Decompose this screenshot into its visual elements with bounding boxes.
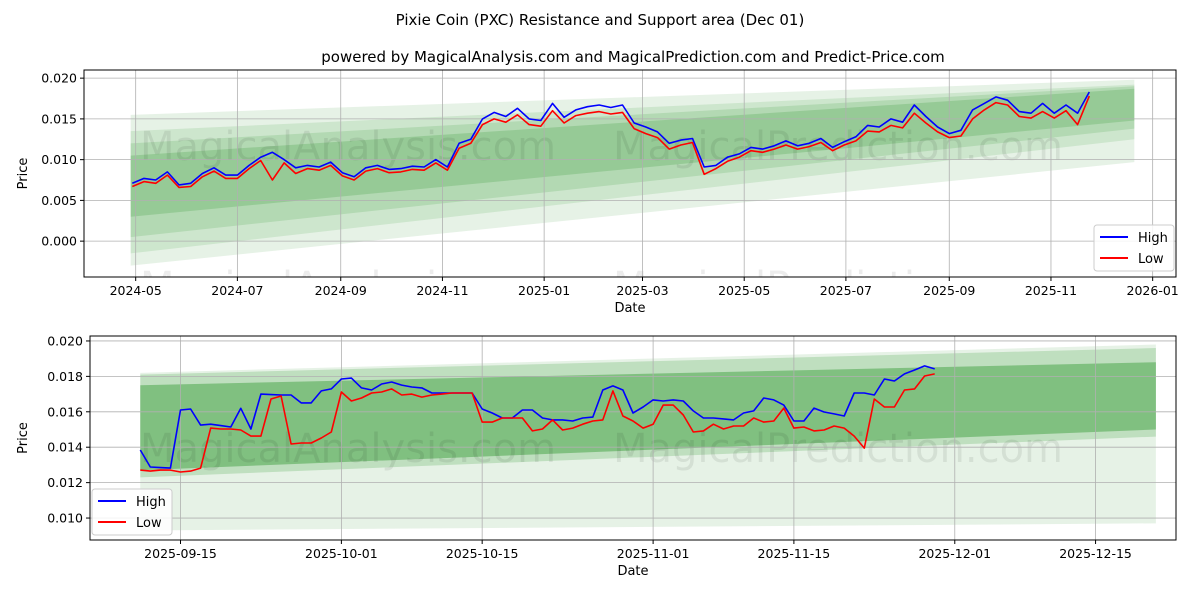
- watermark: MagicalAnalysis.com: [140, 264, 556, 310]
- x-tick-label: 2025-09: [923, 283, 975, 298]
- watermark: MagicalPrediction.com: [613, 264, 1063, 310]
- bottom-chart: MagicalAnalysis.com MagicalPrediction.com…: [16, 333, 1177, 579]
- x-tick-label: 2025-11-15: [758, 546, 831, 561]
- x-tick-label: 2025-12-01: [918, 546, 991, 561]
- y-axis-label: Price: [16, 422, 31, 454]
- x-tick-label: 2025-05: [718, 283, 770, 298]
- x-tick-label: 2025-11-01: [617, 546, 690, 561]
- y-tick-label: 0.016: [47, 404, 83, 419]
- series-line-low: [140, 373, 935, 473]
- x-tick-label: 2024-09: [315, 283, 367, 298]
- series-line-high: [139, 365, 935, 469]
- legend-label: Low: [1138, 252, 1164, 267]
- x-tick-label: 2024-05: [110, 283, 162, 298]
- x-tick-label: 2024-11: [416, 283, 468, 298]
- support-resistance-band: [130, 88, 1135, 217]
- y-tick-label: 0.015: [41, 111, 77, 126]
- y-tick-label: 0.000: [41, 234, 77, 249]
- x-tick-label: 2025-03: [616, 283, 668, 298]
- y-axis-label: Price: [16, 158, 31, 190]
- y-tick-label: 0.018: [47, 369, 83, 384]
- x-tick-label: 2025-12-15: [1059, 546, 1132, 561]
- x-tick-label: 2025-01: [518, 283, 570, 298]
- support-resistance-band: [130, 79, 1135, 266]
- axes-frame: [83, 69, 1177, 278]
- axes-frame: [89, 335, 1177, 541]
- watermark: MagicalAnalysis.com: [140, 124, 556, 170]
- legend: High Low: [1093, 224, 1175, 272]
- series-line-low: [131, 95, 1091, 189]
- watermark: MagicalPrediction.com: [613, 426, 1063, 472]
- support-resistance-band: [140, 362, 1156, 471]
- legend-label: Low: [136, 516, 162, 531]
- legend-label: High: [1138, 231, 1168, 246]
- chart-title: Pixie Coin (PXC) Resistance and Support …: [396, 11, 805, 29]
- watermark: MagicalPrediction.com: [613, 124, 1063, 170]
- x-axis-label: Date: [617, 564, 648, 579]
- y-tick-label: 0.020: [47, 333, 83, 348]
- x-tick-label: 2025-09-15: [144, 546, 217, 561]
- x-tick-label: 2024-07: [211, 283, 263, 298]
- watermark: MagicalAnalysis.com: [140, 426, 556, 472]
- legend-label: High: [136, 495, 166, 510]
- y-tick-label: 0.010: [41, 152, 77, 167]
- y-tick-label: 0.005: [41, 193, 77, 208]
- y-tick-label: 0.014: [47, 440, 83, 455]
- x-tick-label: 2025-10-15: [446, 546, 519, 561]
- plot-area: MagicalAnalysis.com MagicalPrediction.com: [90, 336, 1176, 540]
- chart-subtitle: powered by MagicalAnalysis.com and Magic…: [321, 48, 945, 66]
- x-tick-label: 2025-11: [1025, 283, 1077, 298]
- legend: High Low: [91, 488, 173, 536]
- x-axis-label: Date: [614, 301, 645, 316]
- support-resistance-band: [130, 84, 1135, 254]
- plot-area: MagicalAnalysis.com MagicalPrediction.com…: [84, 70, 1176, 310]
- y-tick-label: 0.020: [41, 71, 77, 86]
- x-tick-label: 2026-01: [1127, 283, 1179, 298]
- y-tick-label: 0.010: [47, 511, 83, 526]
- x-tick-label: 2025-10-01: [305, 546, 378, 561]
- x-tick-label: 2025-07: [820, 283, 872, 298]
- y-tick-label: 0.012: [47, 475, 83, 490]
- top-chart: MagicalAnalysis.com MagicalPrediction.com…: [16, 69, 1179, 316]
- series-line-high: [131, 91, 1091, 186]
